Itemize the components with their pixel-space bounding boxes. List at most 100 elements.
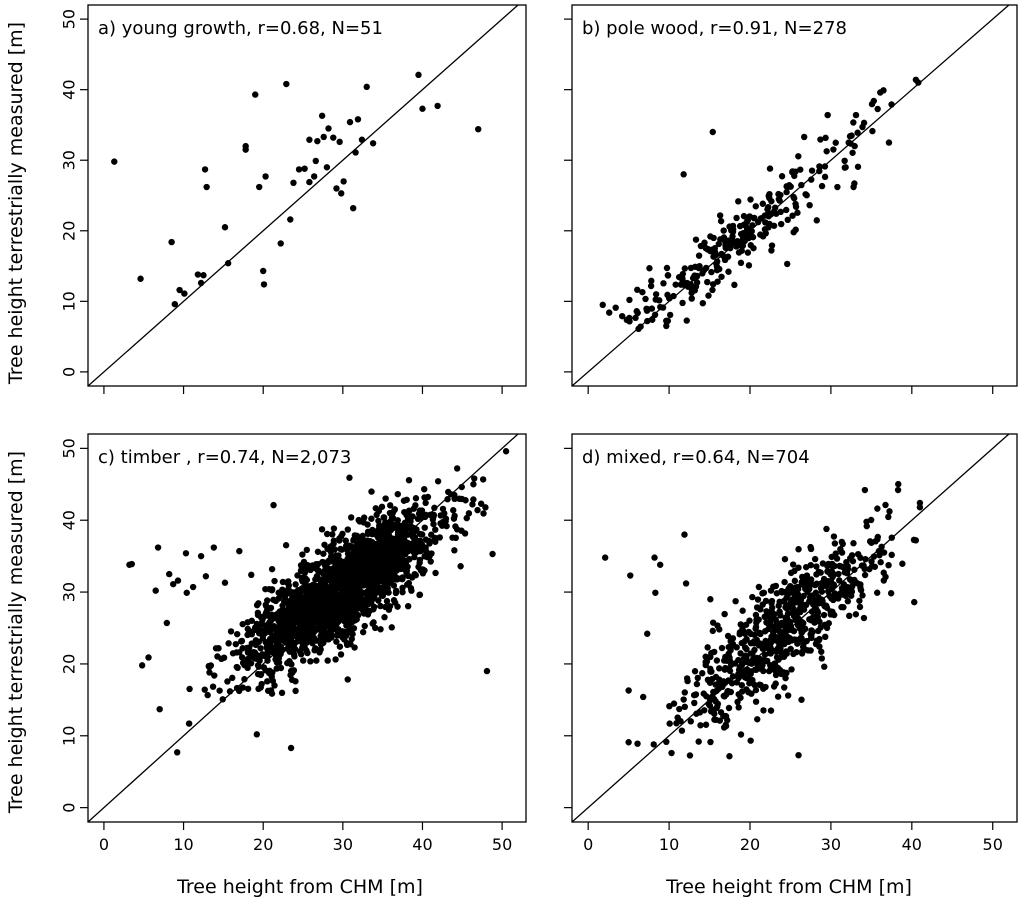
data-point [838,584,846,592]
data-point [829,608,836,616]
data-point [711,248,719,256]
data-point [885,139,893,146]
data-point [860,614,868,622]
data-point [640,693,647,701]
data-point [359,532,366,540]
data-point [314,137,321,145]
data-point [456,495,463,502]
data-point [286,657,293,665]
data-point [415,71,422,79]
data-point [749,222,756,229]
data-point [346,118,354,126]
data-point [337,579,344,586]
data-point [375,540,382,547]
data-point [336,138,343,146]
data-point [888,101,895,108]
data-point [353,584,361,592]
data-point [663,738,670,746]
data-point [318,593,325,601]
data-point [299,644,306,651]
data-point [358,136,366,143]
data-point [659,304,667,311]
data-point [744,216,752,224]
data-point [362,602,369,609]
data-point [375,517,382,525]
data-point [421,494,428,501]
data-point [726,657,733,664]
data-point [882,501,889,509]
data-point [752,698,760,705]
data-point [324,565,332,572]
data-point [401,566,409,573]
data-point [835,570,842,578]
data-point [321,630,328,637]
data-point [746,680,753,687]
data-point [348,635,355,643]
data-point [679,299,686,307]
data-point [877,559,884,566]
data-point [735,704,742,711]
data-point [209,683,217,690]
data-point [314,548,322,555]
data-point [851,180,858,187]
data-point [318,526,326,533]
data-point [419,570,427,577]
data-point [644,317,651,325]
data-point [258,620,265,627]
data-point [247,660,255,667]
data-point [709,619,717,626]
data-point [642,295,649,303]
data-point [704,246,711,253]
data-point [844,598,852,605]
data-point [337,651,345,658]
data-point [451,547,458,554]
data-point [706,702,714,709]
data-point [729,635,737,642]
data-point [404,602,412,610]
data-point [816,163,823,170]
data-point [163,619,171,627]
data-point [287,216,294,223]
data-point [375,545,383,552]
data-point [291,653,298,660]
data-point [886,508,893,515]
data-point [788,666,795,673]
data-point [829,585,836,592]
data-point [762,219,769,226]
data-point [390,582,398,589]
data-point [321,624,328,631]
data-point [747,196,754,203]
data-point [330,134,337,141]
data-point [805,647,812,654]
data-point [168,238,175,246]
data-point [712,716,720,723]
data-point [895,480,902,488]
data-point [702,653,709,660]
data-point [306,596,313,604]
data-point [695,738,702,745]
data-point [347,514,355,521]
data-point [816,635,823,643]
data-point [670,700,678,707]
x-tick-label: 20 [740,835,760,854]
data-point [818,648,825,655]
data-point [850,540,857,547]
data-point [300,627,308,634]
data-point [822,633,829,641]
data-point [260,664,268,671]
data-point [870,553,878,560]
data-point [345,586,353,593]
data-point [411,553,418,561]
data-point [232,640,240,648]
data-point [264,597,271,604]
data-point [894,486,902,494]
data-point [315,568,323,576]
data-point [860,119,868,127]
data-point [737,731,745,738]
data-point [267,604,275,612]
data-point [313,637,320,644]
data-point [258,680,265,688]
x-tick-label: 50 [983,835,1003,854]
data-point [156,705,163,713]
data-point [137,275,144,282]
